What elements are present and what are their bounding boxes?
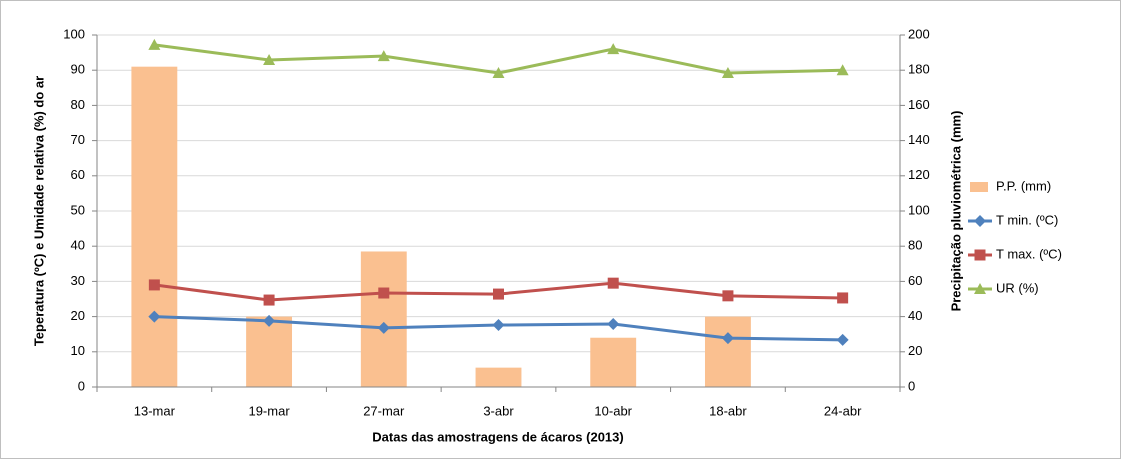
y2-tick-label: 20: [908, 343, 922, 358]
marker: [148, 279, 160, 291]
marker: [607, 277, 619, 289]
bar: [590, 337, 637, 387]
y2-tick-label: 60: [908, 273, 922, 288]
marker: [492, 67, 505, 79]
y-tick-label: 70: [71, 132, 85, 147]
x-tick-label: 27-mar: [363, 403, 405, 418]
y-tick-label: 50: [71, 202, 85, 217]
y2-tick-label: 120: [908, 167, 930, 182]
legend-label: T min. (ºC): [996, 212, 1058, 227]
marker: [974, 215, 986, 227]
marker: [263, 314, 276, 327]
marker: [607, 317, 620, 330]
y-tick-label: 0: [78, 378, 85, 393]
marker: [607, 43, 620, 55]
marker: [148, 38, 161, 50]
x-tick-label: 18-abr: [709, 403, 747, 418]
x-tick-label: 19-mar: [248, 403, 290, 418]
legend-label: T max. (ºC): [996, 246, 1062, 261]
marker: [378, 287, 390, 299]
y-tick-label: 40: [71, 238, 85, 253]
y2-tick-label: 180: [908, 62, 930, 77]
y2-tick-label: 40: [908, 308, 922, 323]
marker: [377, 50, 390, 62]
y2-tick-label: 80: [908, 238, 922, 253]
y-tick-label: 90: [71, 62, 85, 77]
y-tick-label: 80: [71, 97, 85, 112]
marker: [721, 67, 734, 79]
marker: [492, 319, 505, 332]
marker: [263, 53, 276, 65]
marker: [974, 249, 986, 261]
x-tick-label: 10-abr: [594, 403, 632, 418]
y2-tick-label: 160: [908, 97, 930, 112]
y2-tick-label: 200: [908, 26, 930, 41]
y-axis-title: Teperatura (ºC) e Umidade relativa (%) d…: [31, 76, 46, 346]
y2-tick-label: 140: [908, 132, 930, 147]
marker: [974, 283, 986, 294]
marker: [721, 332, 734, 345]
legend-label: P.P. (mm): [996, 178, 1051, 193]
y2-tick-label: 100: [908, 202, 930, 217]
legend-label: UR (%): [996, 280, 1039, 295]
bar: [131, 66, 178, 388]
bar: [475, 367, 522, 387]
bar: [246, 316, 293, 387]
marker: [836, 333, 849, 346]
y2-tick-label: 0: [908, 378, 915, 393]
y2-axis-title: Precipitação pluviométrica (mm): [948, 111, 963, 312]
y-tick-label: 20: [71, 308, 85, 323]
y-tick-label: 100: [63, 26, 85, 41]
marker: [837, 292, 849, 304]
x-axis-title: Datas das amostragens de ácaros (2013): [372, 429, 623, 444]
x-tick-label: 24-abr: [824, 403, 862, 418]
bar: [704, 316, 751, 387]
marker: [836, 64, 849, 76]
marker: [493, 288, 504, 300]
marker: [722, 290, 734, 302]
bar: [360, 251, 407, 387]
y-tick-label: 10: [71, 343, 85, 358]
x-tick-label: 3-abr: [483, 403, 514, 418]
y-tick-label: 60: [71, 167, 85, 182]
marker: [148, 310, 161, 323]
y-tick-label: 30: [71, 273, 85, 288]
marker: [377, 321, 390, 334]
x-tick-label: 13-mar: [134, 403, 176, 418]
legend-swatch: [970, 182, 988, 192]
marker: [263, 294, 275, 306]
